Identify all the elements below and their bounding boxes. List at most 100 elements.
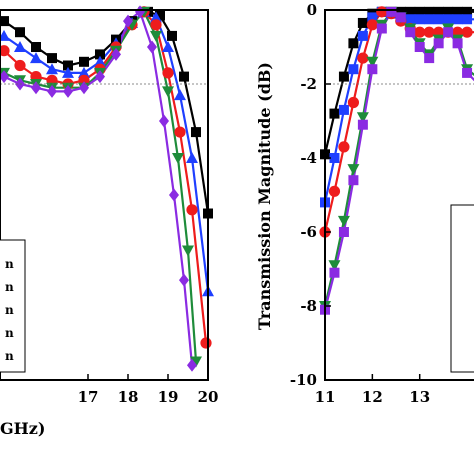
right-series-3-point	[414, 26, 426, 38]
left-series-1-point	[0, 16, 9, 27]
legend-entry: n	[5, 303, 14, 317]
legend-entry: n	[5, 257, 14, 271]
right-axes	[324, 9, 474, 381]
right-series-1-point	[433, 6, 444, 17]
y-tick-label: -10	[290, 371, 317, 389]
left-series-2-point	[30, 52, 42, 64]
left-series-5-point	[135, 5, 145, 19]
right-series-markers	[319, 6, 474, 315]
right-series-5-point	[462, 67, 473, 78]
right-series-5-point	[424, 53, 435, 64]
left-series-1-point	[31, 42, 41, 52]
left-series-5-point	[63, 84, 73, 98]
left-series-1-point	[63, 60, 73, 71]
right-series-4-point	[337, 215, 350, 227]
right-series-3-point	[338, 141, 350, 153]
right-series-2-point	[329, 153, 340, 163]
left-series-5-point	[187, 358, 197, 372]
right-series-2-point	[338, 104, 349, 115]
legend-box	[450, 204, 474, 373]
left-series-3-point	[174, 126, 186, 138]
y-tick-label: -6	[300, 223, 317, 241]
left-series-4-point	[182, 245, 194, 257]
right-tick-labels: 11 12 13 0 -2 -4 -6 -8 -10	[290, 1, 430, 406]
left-series-2-point	[78, 66, 90, 78]
left-series-4-point	[162, 86, 174, 98]
plot-frame	[324, 9, 474, 381]
right-series-1-point	[329, 108, 340, 119]
left-series-5-point	[79, 81, 89, 95]
x-tick-label: 11	[315, 388, 336, 406]
left-series-3-point	[150, 19, 162, 31]
left-series-2-point	[174, 89, 186, 101]
left-series-3-point	[0, 45, 10, 57]
right-series-3-point	[347, 96, 360, 109]
left-series-2-point	[150, 11, 162, 23]
left-series-5-point	[159, 114, 169, 128]
right-series-1-point	[405, 6, 416, 17]
right-series-1-point	[338, 71, 349, 82]
right-series-2-point	[443, 14, 454, 25]
right-series-5-point	[395, 12, 406, 23]
right-series-1-point	[395, 6, 406, 17]
right-series-2-point	[433, 14, 444, 25]
y-tick-label: 0	[307, 1, 317, 19]
right-series-5-point	[376, 23, 387, 34]
left-series-4-point	[190, 356, 202, 368]
right-series-4-point	[366, 56, 379, 68]
right-series-1-point	[414, 6, 425, 17]
right-series-3-point	[461, 26, 473, 38]
right-series-2-point	[357, 30, 368, 41]
y-tick-label: -4	[300, 149, 317, 167]
left-series-4-point	[172, 153, 184, 164]
right-series-5-point	[329, 267, 340, 278]
left-tick-labels: 17 18 19 20	[78, 388, 219, 406]
y-tick-label: -8	[300, 297, 317, 315]
left-series-5-point	[0, 70, 9, 84]
right-series-1-point	[452, 6, 463, 17]
y-tick-label: -2	[300, 75, 317, 93]
left-series-1-point	[155, 10, 165, 21]
left-series-5-point	[47, 84, 57, 98]
right-legend	[450, 204, 474, 373]
left-series-5-point	[111, 47, 121, 61]
right-y-axis-label: Transmission Magnitude (dB)	[255, 62, 274, 330]
left-series-3-point	[14, 59, 26, 72]
right-series-5-point	[386, 6, 397, 17]
right-series-3-point	[328, 185, 341, 197]
right-series-1-point	[357, 17, 368, 28]
right-series-2-point	[462, 14, 473, 25]
left-series-1-point	[79, 56, 89, 67]
right-series-5-point	[357, 119, 368, 130]
right-series-1-point	[443, 6, 454, 17]
left-series-2-point	[0, 29, 10, 41]
legend-entry: n	[5, 349, 14, 363]
right-series-5-point	[443, 27, 454, 38]
left-series-1-point	[167, 30, 177, 41]
right-series-2-point	[348, 64, 359, 75]
left-series-1-point	[47, 53, 57, 64]
left-series-2-point	[46, 63, 58, 75]
right-series-5-point	[338, 227, 349, 237]
left-series-1-point	[179, 71, 189, 82]
right-series-2-point	[367, 12, 378, 23]
left-series-2-point	[186, 152, 198, 163]
right-series-1-point	[462, 6, 473, 17]
right-series-5-point	[405, 27, 416, 38]
right-series-2-point	[424, 14, 435, 25]
left-series-1-point	[95, 49, 105, 60]
right-series-3-point	[423, 26, 435, 38]
left-series-5-point	[169, 188, 179, 202]
right-series-1-point	[348, 38, 359, 49]
left-series-3-point	[200, 337, 212, 349]
right-series-2-point	[405, 14, 416, 25]
right-series-3-point	[376, 6, 388, 18]
right-series-1-point	[424, 6, 435, 17]
left-series-1-point	[191, 127, 201, 138]
x-tick-label: 17	[78, 388, 99, 406]
x-tick-label: 12	[362, 388, 383, 406]
left-series-1-point	[15, 27, 25, 38]
